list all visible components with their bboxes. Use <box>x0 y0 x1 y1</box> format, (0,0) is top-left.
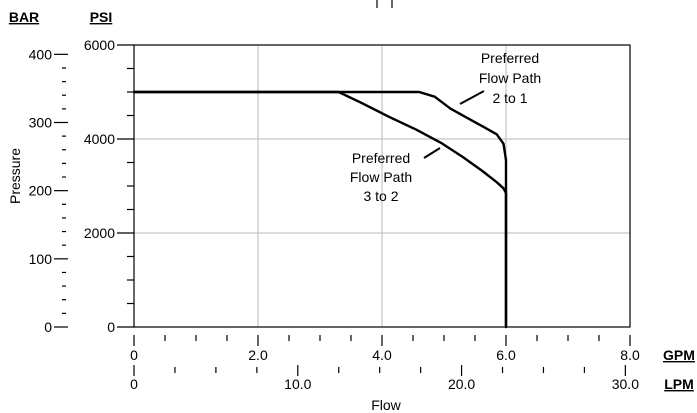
series-line-1 <box>132 90 508 329</box>
lpm-tick-label-1: 10.0 <box>284 376 311 392</box>
annotation-3-to-2-line-3: 3 to 2 <box>363 188 398 204</box>
annotation-2-to-1: Preferred Flow Path 2 to 1 <box>459 50 541 106</box>
gpm-tick-label-4: 8.0 <box>620 347 640 363</box>
x-unit-secondary: LPM <box>664 376 694 392</box>
annotation-3-to-2-leader <box>423 147 441 159</box>
gpm-tick-label-0: 0 <box>130 347 138 363</box>
grid <box>134 45 630 327</box>
lpm-tick-label-0: 0 <box>130 376 138 392</box>
psi-tick-label-2: 4000 <box>84 131 115 147</box>
series-line-2 <box>132 90 508 329</box>
bar-tick-label-0: 0 <box>44 319 52 335</box>
lpm-tick-label-3: 30.0 <box>612 376 639 392</box>
lpm-tick-label-2: 20.0 <box>448 376 475 392</box>
x-unit-primary: GPM <box>663 347 695 363</box>
annotation-2-to-1-leader <box>459 90 485 105</box>
annotation-2-to-1-line-3: 2 to 1 <box>492 90 527 106</box>
gpm-tick-label-2: 4.0 <box>372 347 392 363</box>
psi-tick-label-3: 6000 <box>84 37 115 53</box>
annotation-2-to-1-line-1: Preferred <box>481 50 539 66</box>
bar-tick-label-4: 400 <box>29 46 53 62</box>
y-axis-title: Pressure <box>7 148 23 204</box>
y-unit-primary: PSI <box>90 9 113 25</box>
psi-tick-label-0: 0 <box>107 319 115 335</box>
gpm-tick-label-1: 2.0 <box>248 347 268 363</box>
bar-tick-label-2: 200 <box>29 183 53 199</box>
bar-tick-label-3: 300 <box>29 114 53 130</box>
bar-tick-label-1: 100 <box>29 251 53 267</box>
psi-tick-label-1: 2000 <box>84 225 115 241</box>
annotation-2-to-1-line-2: Flow Path <box>479 70 541 86</box>
x-axis-title: Flow <box>371 397 401 413</box>
annotation-3-to-2-line-2: Flow Path <box>350 169 412 185</box>
annotation-3-to-2-line-1: Preferred <box>352 150 410 166</box>
annotation-3-to-2: Preferred Flow Path 3 to 2 <box>350 147 441 204</box>
gpm-tick-label-3: 6.0 <box>496 347 516 363</box>
y-unit-secondary: BAR <box>9 9 39 25</box>
series-layer <box>132 90 508 329</box>
